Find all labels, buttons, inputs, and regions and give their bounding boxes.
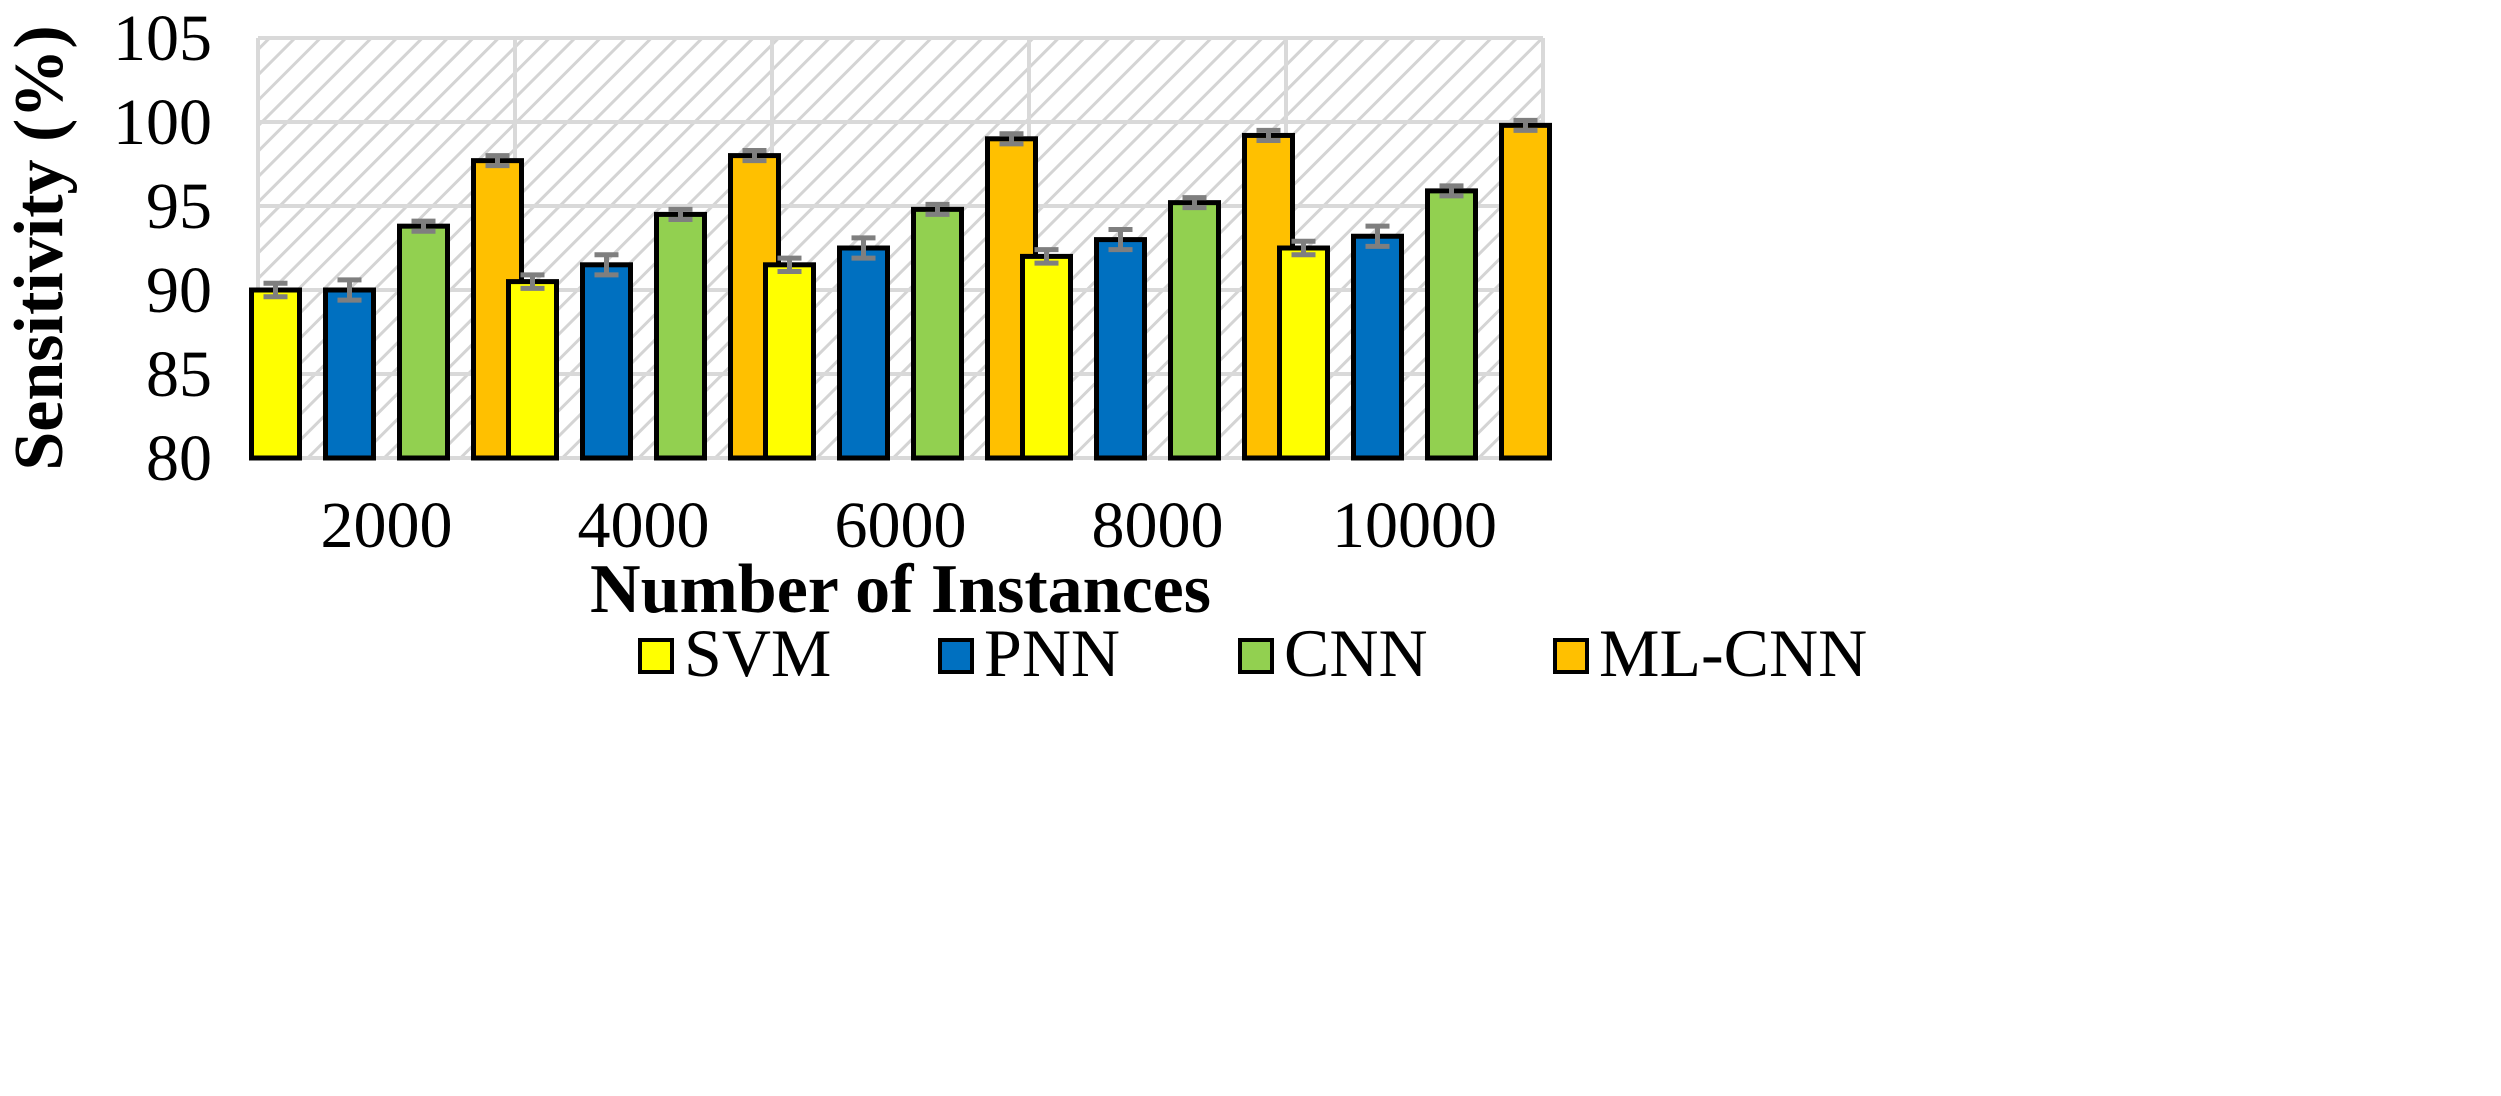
bar-svm-6000 [763, 262, 816, 461]
bar-pnn-8000 [1094, 237, 1147, 461]
bar-ml-cnn-10000 [1499, 122, 1552, 461]
bar-pnn-4000 [580, 262, 633, 461]
legend: SVM PNN CNN ML-CNN [638, 615, 1867, 691]
y-tick-label: 85 [146, 338, 212, 411]
legend-swatch-pnn [938, 638, 974, 674]
x-tick-label: 6000 [835, 489, 967, 562]
bar-pnn-6000 [837, 245, 890, 461]
legend-label-pnn: PNN [984, 615, 1120, 691]
y-tick-label: 90 [146, 254, 212, 327]
bar-svm-4000 [506, 279, 559, 461]
bar-cnn-10000 [1425, 188, 1478, 461]
legend-label-cnn: CNN [1284, 615, 1428, 691]
bar-svm-2000 [249, 287, 302, 461]
bar-cnn-8000 [1168, 200, 1221, 461]
x-tick-label: 10000 [1332, 489, 1497, 562]
bar-pnn-10000 [1351, 233, 1404, 461]
bar-cnn-2000 [397, 223, 450, 461]
y-tick-labels: 80 85 90 95 100 105 [113, 2, 212, 495]
y-tick-label: 100 [113, 86, 212, 159]
bar-cnn-6000 [911, 206, 964, 461]
legend-label-ml-cnn: ML-CNN [1599, 615, 1867, 691]
plot-area [258, 38, 1543, 458]
plot-background [258, 38, 1543, 458]
y-axis-title: Sensitivity (%) [1, 25, 78, 470]
legend-swatch-cnn [1238, 638, 1274, 674]
legend-swatch-svm [638, 638, 674, 674]
x-tick-label: 4000 [578, 489, 710, 562]
x-axis-title: Number of Instances [590, 551, 1211, 628]
bar-svm-8000 [1020, 253, 1073, 461]
legend-swatch-ml-cnn [1553, 638, 1589, 674]
y-tick-label: 95 [146, 170, 212, 243]
x-tick-label: 2000 [321, 489, 453, 562]
y-tick-label: 80 [146, 422, 212, 495]
bar-pnn-2000 [323, 287, 376, 461]
bar-cnn-4000 [654, 211, 707, 461]
legend-label-svm: SVM [684, 615, 831, 691]
bars [249, 117, 1552, 461]
bar-svm-10000 [1277, 245, 1330, 461]
x-tick-labels: 2000 4000 6000 8000 10000 [321, 489, 1498, 562]
y-tick-label: 105 [113, 2, 212, 75]
x-tick-label: 8000 [1092, 489, 1224, 562]
